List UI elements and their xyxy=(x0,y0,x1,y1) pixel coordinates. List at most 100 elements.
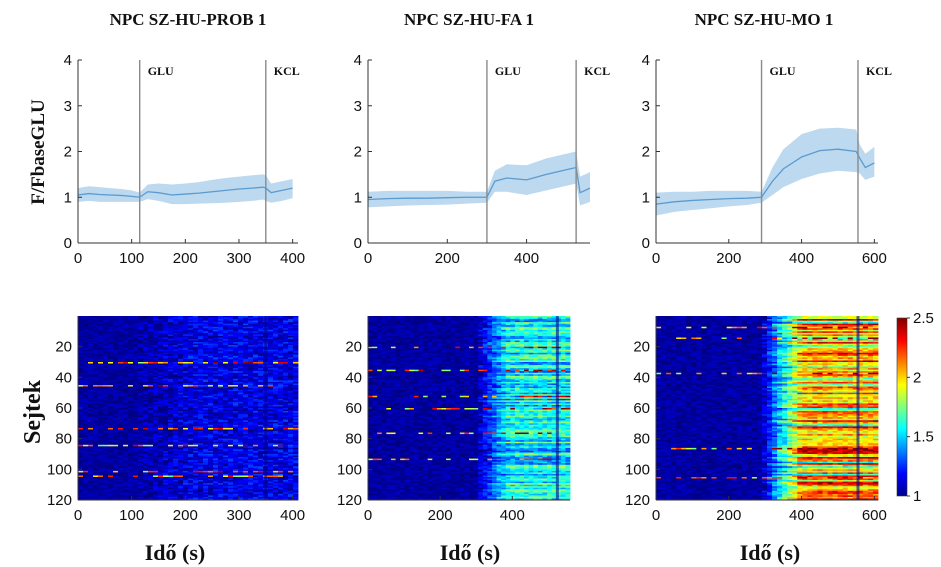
heat-cell xyxy=(228,354,234,357)
heat-cell xyxy=(98,322,104,325)
heat-cell xyxy=(193,335,199,338)
heat-cell xyxy=(128,323,134,326)
heat-cell xyxy=(103,323,109,326)
heat-cell xyxy=(218,358,224,361)
heat-cell xyxy=(138,339,144,341)
heat-cell xyxy=(258,329,264,332)
heat-cell xyxy=(158,326,164,329)
heat-cell xyxy=(103,346,109,349)
heat-cell xyxy=(188,360,194,363)
heat-cell xyxy=(93,323,99,326)
heat-cell xyxy=(288,343,294,346)
heat-cell xyxy=(178,357,184,360)
heat-cell xyxy=(158,351,164,354)
heat-cell xyxy=(98,346,104,349)
heat-cell xyxy=(288,345,294,348)
heat-cell xyxy=(158,357,164,360)
panel-title-1: NPC SZ-HU-PROB 1 xyxy=(110,10,267,29)
heat-cell xyxy=(278,326,284,329)
heat-cell xyxy=(203,349,209,352)
heat-cell xyxy=(293,319,299,321)
heat-cell xyxy=(283,352,289,355)
x-tick-label: 600 xyxy=(862,250,887,267)
heat-cell xyxy=(198,322,204,325)
heat-cell xyxy=(188,357,194,360)
heat-cell xyxy=(168,331,174,334)
heat-cell xyxy=(148,354,154,357)
heat-cell xyxy=(118,360,124,363)
heat-cell xyxy=(133,331,139,334)
heat-cell xyxy=(238,342,244,344)
heat-cell xyxy=(118,326,124,329)
heat-cell xyxy=(113,337,119,340)
heat-cell xyxy=(198,360,204,363)
heat-cell xyxy=(158,325,164,328)
heat-cell xyxy=(228,360,234,363)
heat-cell xyxy=(78,362,84,364)
heat-cell xyxy=(268,360,274,363)
heat-cell xyxy=(258,357,264,360)
heat-cell xyxy=(203,316,209,318)
heat-cell xyxy=(288,360,294,363)
heat-cell xyxy=(278,355,284,358)
heat-cell xyxy=(238,346,244,349)
heat-cell xyxy=(118,335,124,338)
heat-cell xyxy=(238,343,244,346)
heat-cell xyxy=(283,354,289,357)
heat-cell xyxy=(83,362,89,364)
heat-cell xyxy=(113,322,119,325)
heat-cell xyxy=(248,352,254,355)
heat-cell xyxy=(193,326,199,329)
heat-cell xyxy=(148,352,154,355)
heat-cell xyxy=(228,337,234,340)
heat-cell xyxy=(93,328,99,331)
heat-cell xyxy=(183,351,189,354)
heat-cell xyxy=(148,335,154,338)
heat-cell xyxy=(178,340,184,343)
heat-cell xyxy=(293,339,299,341)
heat-cell xyxy=(243,328,249,331)
x-axis-label-1: Idő (s) xyxy=(145,540,206,565)
heat-cell xyxy=(273,334,279,337)
heat-cell xyxy=(158,322,164,325)
heat-cell xyxy=(203,348,209,351)
heat-cell xyxy=(198,325,204,328)
heat-cell xyxy=(273,349,279,352)
heat-cell xyxy=(128,337,134,340)
heat-cell xyxy=(288,348,294,351)
x-tick-label: 400 xyxy=(514,250,539,267)
heat-cell xyxy=(93,360,99,363)
heat-cell xyxy=(288,328,294,331)
heat-cell xyxy=(168,335,174,338)
heat-cell xyxy=(293,317,299,320)
heat-cell xyxy=(218,328,224,331)
heat-cell xyxy=(233,345,239,348)
heat-cell xyxy=(243,339,249,341)
heat-cell xyxy=(258,358,264,361)
heat-cell xyxy=(78,351,84,354)
heat-cell xyxy=(268,348,274,351)
heat-cell xyxy=(173,342,179,344)
heat-cell xyxy=(238,325,244,328)
heat-cell xyxy=(83,340,89,343)
heat-cell xyxy=(268,343,274,346)
heat-cell xyxy=(283,360,289,363)
heat-cell xyxy=(163,335,169,338)
heat-cell xyxy=(243,323,249,326)
heat-cell xyxy=(233,319,239,321)
heat-cell xyxy=(188,337,194,340)
heat-cell xyxy=(123,325,129,328)
heat-cell xyxy=(218,332,224,335)
heat-cell xyxy=(273,317,279,320)
heat-cell xyxy=(163,348,169,351)
heat-cell xyxy=(133,337,139,340)
heat-cell xyxy=(213,360,219,363)
heat-cell xyxy=(98,320,104,323)
heat-cell xyxy=(233,351,239,354)
heat-cell xyxy=(258,349,264,352)
heat-cell xyxy=(168,351,174,354)
heat-cell xyxy=(173,343,179,346)
heat-cell xyxy=(168,360,174,363)
heat-cell xyxy=(93,317,99,320)
heat-cell xyxy=(223,346,229,349)
